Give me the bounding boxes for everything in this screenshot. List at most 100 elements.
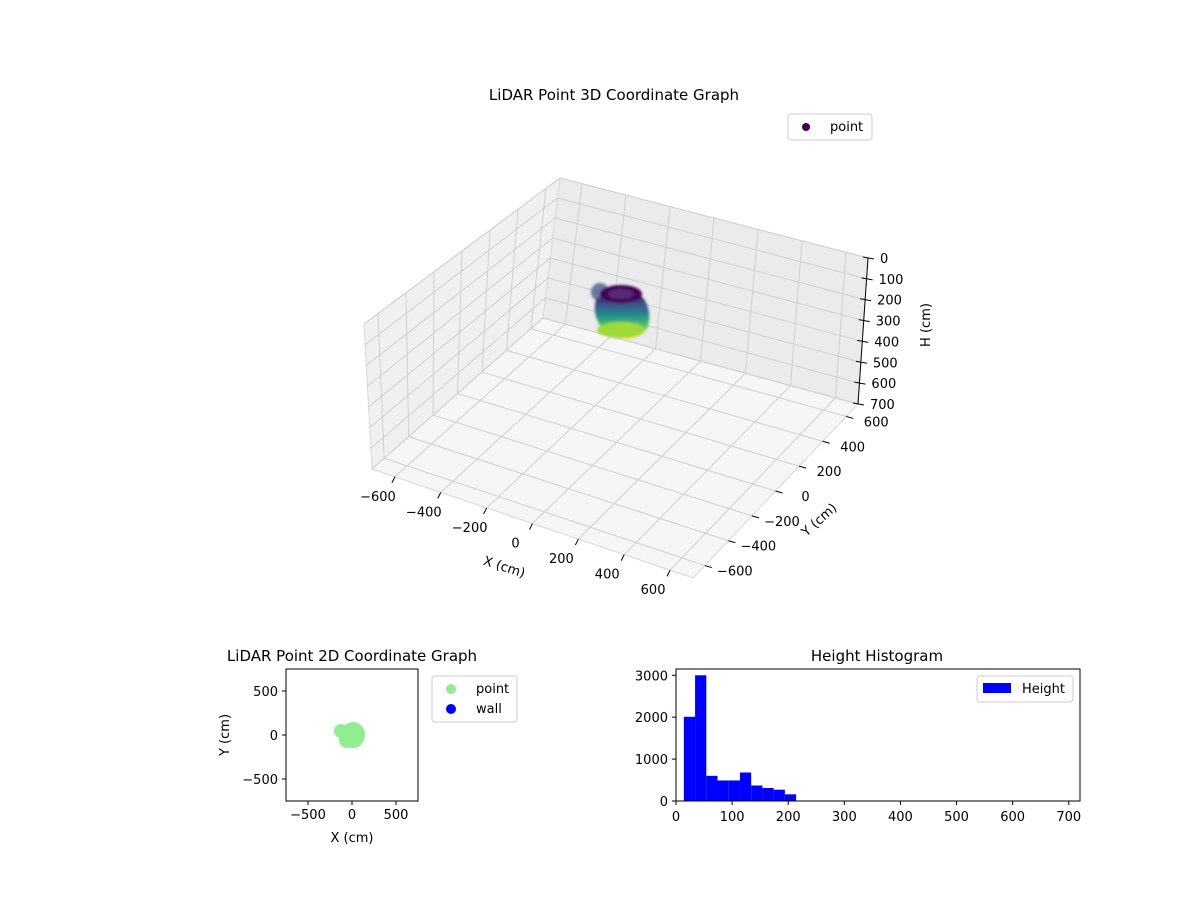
- histogram-bar: [773, 789, 785, 801]
- y-axis-label-2d: Y (cm): [218, 714, 233, 757]
- z-tick-label: 300: [876, 315, 901, 330]
- x-axis-label-2d: X (cm): [331, 831, 374, 846]
- y-tick-mark: [728, 540, 736, 544]
- x-tick-mark: [437, 492, 442, 499]
- grid-y-floor: [530, 328, 847, 417]
- y-tick-mark: [775, 490, 783, 494]
- x-tick-label-2d: 500: [384, 808, 409, 823]
- grid-x-wall: [700, 217, 715, 362]
- grid-z-left: [364, 197, 558, 346]
- legend-marker-height: [983, 683, 1011, 693]
- grid-z-back: [542, 317, 859, 405]
- x-tick-label-2d: 0: [348, 808, 356, 823]
- x-tick-mark: [483, 507, 488, 515]
- x-tick-mark: [529, 523, 533, 530]
- axis-ticks-2d: −500 0 500 −500 0 500: [242, 685, 408, 823]
- z-tick-label: 400: [874, 335, 899, 350]
- x-tick-label-hist: 100: [720, 810, 745, 825]
- grid-y-wall: [432, 271, 435, 416]
- y-tick-label-hist: 2000: [635, 711, 668, 726]
- z-tick-label: 700: [870, 398, 895, 413]
- y-tick-mark: [846, 415, 854, 419]
- x-tick-label: 200: [549, 552, 574, 567]
- x-tick-label: −200: [452, 521, 488, 536]
- z-tick-mark: [857, 339, 869, 343]
- grid-x-wall: [655, 206, 671, 349]
- legend-2d: point wall: [431, 675, 518, 723]
- x-tick-label-hist: 200: [776, 810, 801, 825]
- grid-z-back: [559, 177, 869, 259]
- legend-hist: Height: [976, 675, 1074, 703]
- z-tick-mark: [854, 381, 866, 385]
- histogram-bar: [706, 775, 718, 801]
- z-axis-ticks: 0 100 200 300 400 500 600 700: [852, 252, 904, 413]
- series-point-3d: [591, 283, 650, 339]
- grid-y-floor: [481, 371, 800, 467]
- z-tick-mark: [862, 256, 875, 260]
- x-axis-ticks: −600 −400 −200 0 200 400 600: [360, 476, 671, 598]
- cluster-2d-low: [339, 732, 355, 748]
- series-point-2d: [334, 722, 365, 748]
- z-tick-mark: [860, 298, 872, 302]
- x-tick-mark: [391, 476, 396, 484]
- histogram-bar: [717, 780, 729, 801]
- grid-x-wall: [745, 229, 759, 374]
- legend-marker-wall-2d: [446, 704, 456, 714]
- grid-y-floor: [506, 349, 823, 442]
- chart-3d-title: LiDAR Point 3D Coordinate Graph: [489, 86, 739, 104]
- y-tick-label: 400: [840, 440, 865, 455]
- histogram-bar: [695, 675, 707, 801]
- legend-label-point: point: [830, 120, 863, 135]
- histogram-bar: [683, 716, 696, 801]
- grid-x-wall: [565, 183, 583, 325]
- y-tick-label-2d: 0: [270, 729, 278, 744]
- x-tick-label-hist: 0: [672, 810, 680, 825]
- y-tick-label: 200: [817, 465, 842, 480]
- cluster-base: [597, 322, 645, 338]
- legend-marker-point: [802, 123, 810, 131]
- legend-marker-point-2d: [446, 684, 456, 694]
- z-tick-mark: [858, 319, 870, 323]
- grid-y-wall: [530, 188, 547, 329]
- y-tick-label-2d: −500: [242, 773, 278, 788]
- y-tick-label: −400: [740, 540, 776, 555]
- histogram-ticks: 0 100 200 300 400 500 600 700 0 1000 2000 3000: [635, 669, 1081, 825]
- grid-z-back: [552, 237, 864, 322]
- x-tick-mark: [620, 554, 625, 561]
- grid-x-wall: [790, 240, 803, 386]
- histogram-bar: [751, 785, 763, 801]
- x-axis-label: X (cm): [481, 554, 527, 582]
- grid-z-left: [363, 177, 561, 325]
- x-tick-label-hist: 300: [832, 810, 857, 825]
- y-tick-label: 0: [801, 490, 809, 505]
- grid-z-back: [550, 257, 863, 342]
- legend-label-point-2d: point: [476, 682, 509, 697]
- x-tick-label-2d: −500: [290, 808, 326, 823]
- chart-2d: LiDAR Point 2D Coordinate Graph −500 0 500…: [218, 647, 518, 846]
- x-tick-label-hist: 700: [1056, 810, 1081, 825]
- z-axis-label: H (cm): [919, 303, 934, 347]
- y-tick-label: −600: [717, 565, 753, 580]
- grid-y-wall: [505, 209, 519, 351]
- grid-z-left: [369, 277, 549, 428]
- y-tick-label-hist: 1000: [635, 753, 668, 768]
- grid-y-floor: [408, 436, 729, 542]
- x-tick-mark: [574, 538, 579, 546]
- y-tick-mark: [704, 565, 712, 569]
- grid-y-floor: [432, 414, 753, 517]
- z-tick-label: 100: [879, 273, 904, 288]
- z-tick-label: 0: [880, 252, 888, 267]
- z-axis-line: [857, 257, 869, 405]
- z-tick-label: 600: [871, 377, 896, 392]
- histogram-bars: [683, 675, 797, 801]
- x-tick-label-hist: 400: [888, 810, 913, 825]
- grid-z-back: [557, 197, 867, 280]
- grid-y-floor: [457, 393, 776, 492]
- y-tick-label: −200: [764, 515, 800, 530]
- legend-label-wall-2d: wall: [476, 702, 502, 717]
- z-tick-mark: [855, 360, 867, 364]
- chart-histogram: Height Histogram 0 100 200 300 400 500 600 7000…: [635, 647, 1081, 825]
- x-tick-mark: [666, 569, 671, 577]
- x-tick-label-hist: 500: [944, 810, 969, 825]
- legend-label-height: Height: [1022, 682, 1065, 697]
